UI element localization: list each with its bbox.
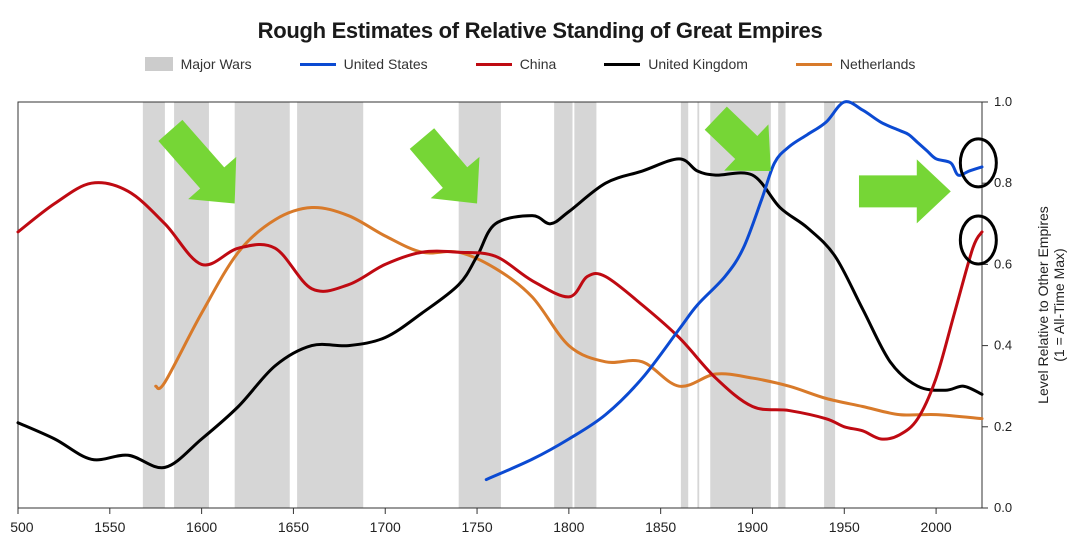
y-tick-label: 0.6 — [994, 256, 1012, 271]
legend-item-us: United States — [300, 56, 428, 72]
war-band — [235, 102, 290, 508]
chart-title: Rough Estimates of Relative Standing of … — [0, 18, 1080, 44]
legend-swatch-line — [604, 63, 640, 66]
x-tick-label: 1850 — [645, 519, 676, 535]
war-band — [778, 102, 785, 508]
legend-swatch-box — [145, 57, 173, 71]
legend-label: China — [520, 56, 557, 72]
legend-swatch-line — [796, 63, 832, 66]
legend-swatch-line — [476, 63, 512, 66]
x-tick-label: 1550 — [94, 519, 125, 535]
legend-label: Major Wars — [181, 56, 252, 72]
legend-item-wars: Major Wars — [145, 56, 252, 72]
legend-item-nl: Netherlands — [796, 56, 916, 72]
annotation-circle — [960, 216, 996, 264]
legend-label: United States — [344, 56, 428, 72]
legend-swatch-line — [300, 63, 336, 66]
x-tick-label: 1600 — [186, 519, 217, 535]
legend-label: Netherlands — [840, 56, 916, 72]
war-band — [297, 102, 363, 508]
x-tick-label: 1950 — [829, 519, 860, 535]
y-tick-label: 0.4 — [994, 338, 1012, 353]
x-tick-label: 1700 — [370, 519, 401, 535]
war-band — [824, 102, 835, 508]
legend-label: United Kingdom — [648, 56, 748, 72]
x-tick-label: 1800 — [553, 519, 584, 535]
war-band — [574, 102, 596, 508]
annotation-circle — [960, 139, 996, 187]
x-tick-label: 1650 — [278, 519, 309, 535]
x-tick-label: 2000 — [921, 519, 952, 535]
legend-item-uk: United Kingdom — [604, 56, 748, 72]
y-axis-label: Level Relative to Other Empires(1 = All-… — [1035, 206, 1067, 404]
plot-area: 1500 1550 1600 1650 1700 1750 1800 1850 1900 1950… — [10, 96, 1070, 536]
y-tick-label: 0.0 — [994, 500, 1012, 515]
legend: Major Wars United States China United Kingd… — [60, 56, 1000, 72]
war-band — [143, 102, 165, 508]
y-tick-label: 0.2 — [994, 419, 1012, 434]
y-tick-label: 0.8 — [994, 175, 1012, 190]
x-tick-label: 1750 — [461, 519, 492, 535]
x-tick-label: 1500 — [10, 519, 34, 535]
x-tick-label: 1900 — [737, 519, 768, 535]
war-band — [459, 102, 501, 508]
legend-item-china: China — [476, 56, 557, 72]
annotation-arrow — [859, 159, 951, 223]
y-tick-label: 1.0 — [994, 96, 1012, 109]
